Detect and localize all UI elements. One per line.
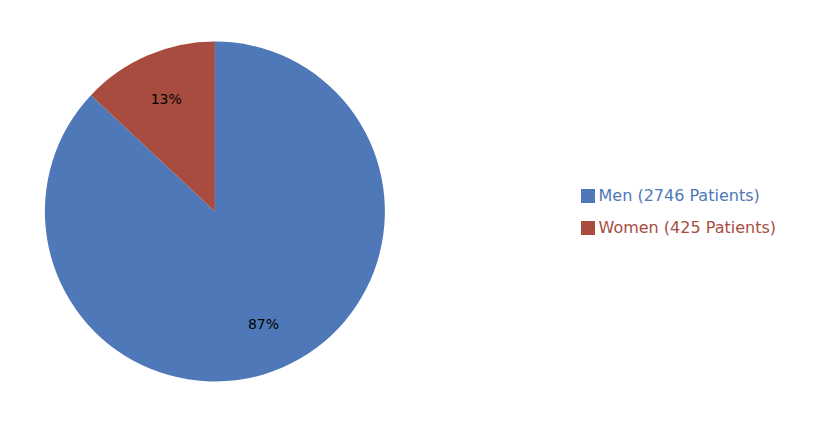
html-text:Men (2746 Patients): Men (2746 Patients)	[598, 185, 760, 205]
html-text:Women (425 Patients): Women (425 Patients)	[598, 217, 776, 237]
svg-text:13%: 13%	[151, 91, 182, 107]
svg-text:87%: 87%	[248, 316, 279, 332]
